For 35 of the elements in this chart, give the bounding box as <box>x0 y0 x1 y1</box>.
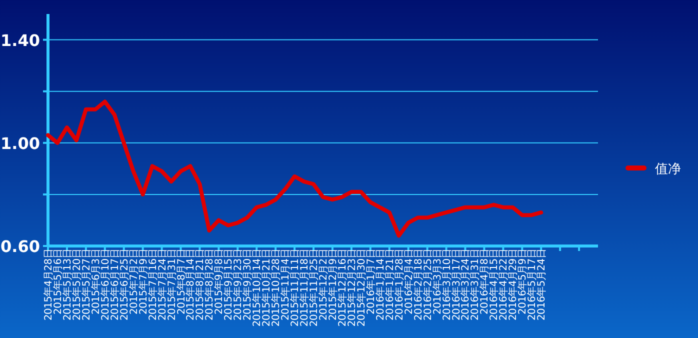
x-tick-label: 2015年12月2日 <box>318 249 330 321</box>
y-tick-label: 0.60 <box>0 237 40 256</box>
x-tick-label: 2015年7月2日 <box>128 249 140 314</box>
x-tick-label: 2016年1月14日 <box>374 249 386 321</box>
x-tick-label: 2015年7月16日 <box>146 249 159 321</box>
x-tick-label: 2015年7月31日 <box>166 249 178 321</box>
x-tick-label: 2015年6月3日 <box>90 249 102 314</box>
x-tick-label: 2016年1月21日 <box>384 249 396 321</box>
y-tick-label: 1.40 <box>0 30 40 50</box>
x-tick-label: 2016年5月24日 <box>536 249 548 321</box>
x-tick-label: 2015年12月23日 <box>346 249 358 327</box>
x-tick-label: 2015年6月10日 <box>99 249 112 321</box>
x-tick-label: 2015年5月27日 <box>80 249 92 321</box>
x-tick-label: 2015年12月16日 <box>336 249 348 327</box>
x-tick-label: 2016年3月3日 <box>431 249 444 314</box>
x-tick-label: 2015年7月24日 <box>156 249 168 321</box>
x-tick-label: 2015年12月9日 <box>326 249 339 321</box>
x-tick-label: 2015年5月6日 <box>52 249 64 314</box>
x-tick-label: 2015年7月9日 <box>137 249 150 314</box>
x-tick-label: 2015年4月28日 <box>42 249 54 321</box>
x-tick-label: 2016年1月28日 <box>393 249 406 321</box>
x-tick-label: 2016年2月4日 <box>402 249 415 314</box>
x-tick-label: 2015年6月17日 <box>108 249 121 321</box>
x-tick-label: 2015年6月25日 <box>118 249 130 321</box>
x-tick-label: 2015年5月13日 <box>61 249 74 321</box>
x-tick-label: 2016年3月10日 <box>440 249 453 321</box>
x-tick-label: 2015年5月20日 <box>70 249 83 321</box>
x-tick-label: 2016年3月17日 <box>450 249 462 321</box>
line-series <box>46 100 544 238</box>
y-tick-label: 1.00 <box>0 134 40 153</box>
x-tick-label: 2016年2月25日 <box>422 249 434 321</box>
legend-label: 值净 <box>655 162 681 177</box>
x-tick-label: 2016年2月18日 <box>412 249 424 321</box>
x-tick-label: 2015年12月30日 <box>355 249 368 327</box>
x-tick-label: 2016年1月7日 <box>364 249 377 314</box>
